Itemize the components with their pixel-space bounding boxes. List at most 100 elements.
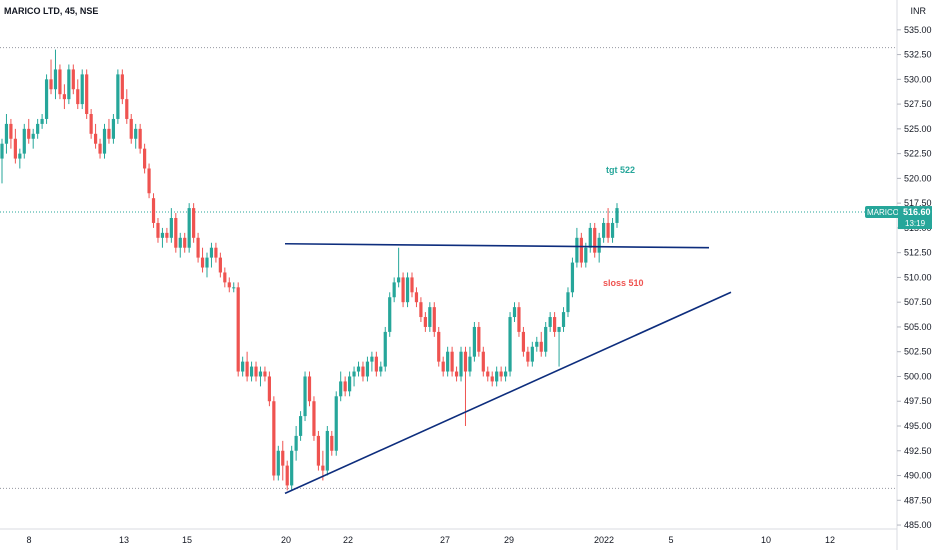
chart-title: MARICO LTD, 45, NSE [4, 6, 98, 16]
symbol-tag-label: MARICO [867, 208, 899, 217]
candle-body [40, 118, 44, 124]
candle-body [405, 277, 410, 303]
candle-body [312, 401, 316, 436]
candle-body [477, 326, 481, 352]
candle-body [334, 396, 338, 451]
candle-body [44, 79, 49, 119]
candle-body [147, 168, 151, 194]
candle-body [575, 237, 579, 263]
candle-body [437, 331, 441, 362]
candle-body [53, 69, 58, 90]
x-tick-label: 22 [343, 535, 353, 545]
candle-body [414, 292, 419, 303]
candle-body [236, 287, 240, 372]
candle-body [27, 128, 31, 139]
candle-body [187, 208, 191, 248]
candle-body [383, 331, 387, 367]
candle-body [143, 148, 147, 169]
candle-body [0, 143, 4, 159]
candle-body [98, 143, 102, 154]
candle-body [298, 416, 303, 436]
candle-body [446, 351, 450, 372]
candle-body [116, 74, 120, 119]
candle-body [80, 74, 84, 105]
candle-body [196, 237, 200, 258]
candle-body [561, 312, 566, 327]
candle-body [584, 247, 588, 263]
x-tick-label: 5 [668, 535, 673, 545]
candle-body [401, 277, 405, 303]
x-tick-label: 13 [119, 535, 129, 545]
candle-body [570, 262, 575, 293]
price-axis: 485.00 487.50 490.00 492.50 495.00 497.50 500.… [897, 25, 932, 530]
candle-body [365, 361, 370, 377]
y-tick-label: 490.00 [904, 471, 932, 481]
candle-body [58, 69, 62, 95]
y-tick-label: 517.50 [904, 198, 932, 208]
candle-body [102, 128, 107, 154]
candle-body [441, 361, 445, 372]
reference-lines [0, 47, 897, 489]
y-tick-label: 510.00 [904, 272, 932, 282]
candle-body [463, 351, 468, 372]
candle-body [410, 277, 414, 293]
y-tick-label: 532.50 [904, 50, 932, 60]
candle-body [606, 222, 610, 238]
candle-body [281, 450, 285, 466]
candle-body [566, 292, 570, 313]
candle-body [263, 371, 267, 377]
candle-body [223, 272, 227, 283]
y-tick-label: 520.00 [904, 173, 932, 183]
candle-body [428, 307, 432, 327]
candle-body [218, 257, 222, 273]
y-tick-label: 492.50 [904, 446, 932, 456]
candle-body [165, 232, 169, 238]
candle-body [521, 331, 526, 352]
candle-body [508, 317, 512, 372]
candle-body [544, 326, 548, 352]
candle-body [303, 376, 307, 417]
candle-body [294, 435, 298, 451]
candle-body [71, 69, 75, 90]
candle-body [169, 218, 173, 238]
symbol-tag [865, 206, 901, 219]
time-axis: 8 13 15 20 22 27 29 2022 5 10 12 [26, 535, 835, 545]
candle-body [330, 435, 334, 451]
candle-body [214, 247, 218, 258]
y-tick-label: 485.00 [904, 520, 932, 530]
y-tick-label: 522.50 [904, 149, 932, 159]
y-tick-label: 487.50 [904, 495, 932, 505]
y-tick-label: 535.00 [904, 25, 932, 35]
candle-body [517, 307, 521, 332]
trendline-resistance [284, 242, 710, 249]
candle-body [67, 69, 71, 100]
candle-body [22, 128, 26, 154]
y-tick-label: 527.50 [904, 99, 932, 109]
candle-body [125, 99, 129, 119]
candle-body [356, 366, 361, 372]
candle-body [4, 123, 9, 144]
candle-body [432, 307, 436, 332]
candle-body [388, 297, 392, 332]
candle-body [85, 74, 89, 114]
candle-body [468, 356, 472, 372]
candle-body [76, 89, 80, 105]
y-tick-label: 512.50 [904, 248, 932, 258]
candle-body [615, 208, 619, 223]
price-tag-countdown: 13:19 [905, 219, 926, 228]
candle-body [276, 450, 280, 476]
candle-body [343, 381, 347, 392]
candle-body [62, 94, 66, 100]
candle-body [490, 376, 494, 382]
x-tick-label: 15 [182, 535, 192, 545]
candle-body [361, 366, 365, 377]
candle-body [93, 133, 98, 144]
candle-body [178, 237, 182, 248]
candle-body [151, 198, 156, 223]
candle-body [548, 317, 552, 327]
candle-body [241, 361, 245, 372]
candle-body [392, 282, 396, 298]
